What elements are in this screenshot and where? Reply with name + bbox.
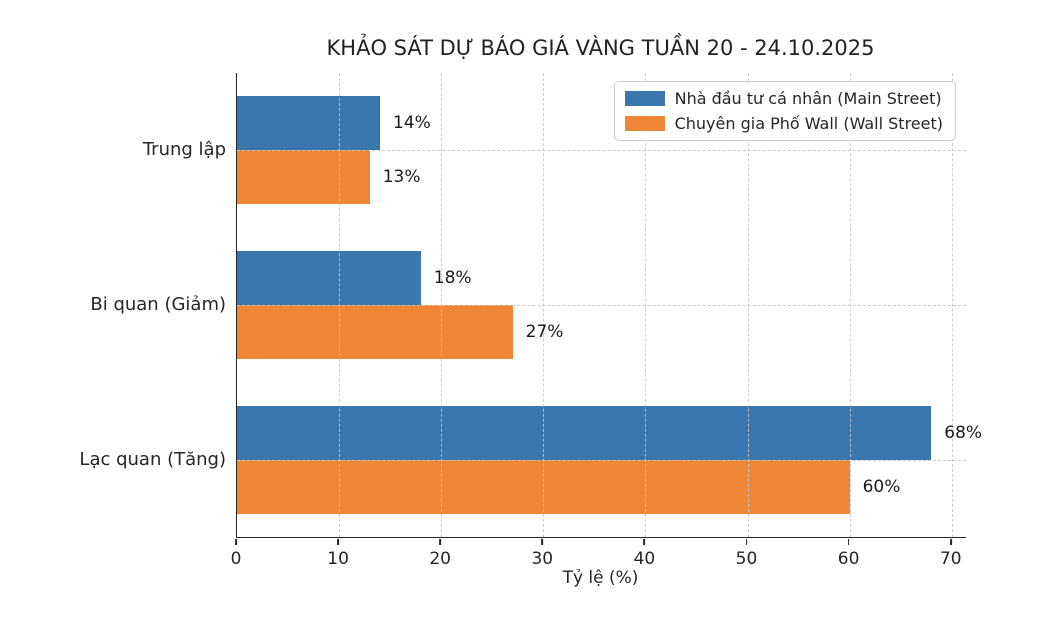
x-tick-mark	[337, 539, 339, 545]
y-tick-label: Trung lập	[142, 139, 226, 161]
x-tick-label: 50	[735, 549, 758, 569]
x-tick-label: 10	[327, 549, 349, 569]
gridline-horizontal	[237, 305, 966, 306]
bar-value-label: 27%	[525, 322, 564, 342]
bar-wall-street	[237, 305, 513, 359]
y-tick-label: Bi quan (Giảm)	[90, 294, 226, 315]
x-tick-mark	[643, 539, 646, 545]
bar-main-street	[237, 405, 932, 460]
bar-value-label: 18%	[433, 268, 472, 288]
x-tick-mark	[235, 539, 237, 545]
y-tick-label: Lạc quan (Tăng)	[79, 448, 226, 470]
bar-value-label: 14%	[392, 113, 431, 134]
gridline-horizontal	[237, 459, 966, 461]
x-tick-label: 60	[837, 549, 860, 569]
bar-main-street	[237, 96, 380, 151]
x-tick-label: 20	[429, 549, 452, 569]
chart-title: KHẢO SÁT DỰ BÁO GIÁ VÀNG TUẦN 20 - 24.10…	[326, 36, 875, 60]
x-tick-mark	[745, 539, 748, 545]
bar-value-label: 60%	[862, 476, 901, 497]
x-tick-label: 70	[939, 549, 962, 569]
legend-swatch-main-street	[624, 91, 665, 106]
x-tick-label: 0	[230, 549, 242, 569]
legend-item-main-street: Nhà đầu tư cá nhân (Main Street)	[624, 89, 943, 108]
bar-value-label: 68%	[944, 422, 983, 443]
legend-swatch-wall-street	[624, 116, 665, 131]
x-axis-label: Tỷ lệ (%)	[562, 568, 639, 588]
gridline-horizontal	[237, 150, 966, 152]
legend-label-wall-street: Chuyên gia Phố Wall (Wall Street)	[674, 114, 943, 133]
legend: Nhà đầu tư cá nhân (Main Street) Chuyên …	[613, 81, 956, 141]
x-tick-mark	[439, 539, 442, 545]
x-tick-mark	[541, 539, 544, 545]
bar-main-street	[237, 251, 421, 305]
x-tick-mark	[847, 539, 850, 545]
legend-label-main-street: Nhà đầu tư cá nhân (Main Street)	[674, 89, 942, 108]
x-tick-label: 40	[633, 549, 656, 569]
x-tick-mark	[949, 539, 952, 545]
bar-value-label: 13%	[382, 167, 421, 188]
x-tick-label: 30	[531, 549, 554, 569]
legend-item-wall-street: Chuyên gia Phố Wall (Wall Street)	[624, 114, 943, 133]
bar-wall-street	[237, 150, 370, 205]
plot-area: 14% 13% 18% 27% 68% 60%	[236, 73, 982, 538]
